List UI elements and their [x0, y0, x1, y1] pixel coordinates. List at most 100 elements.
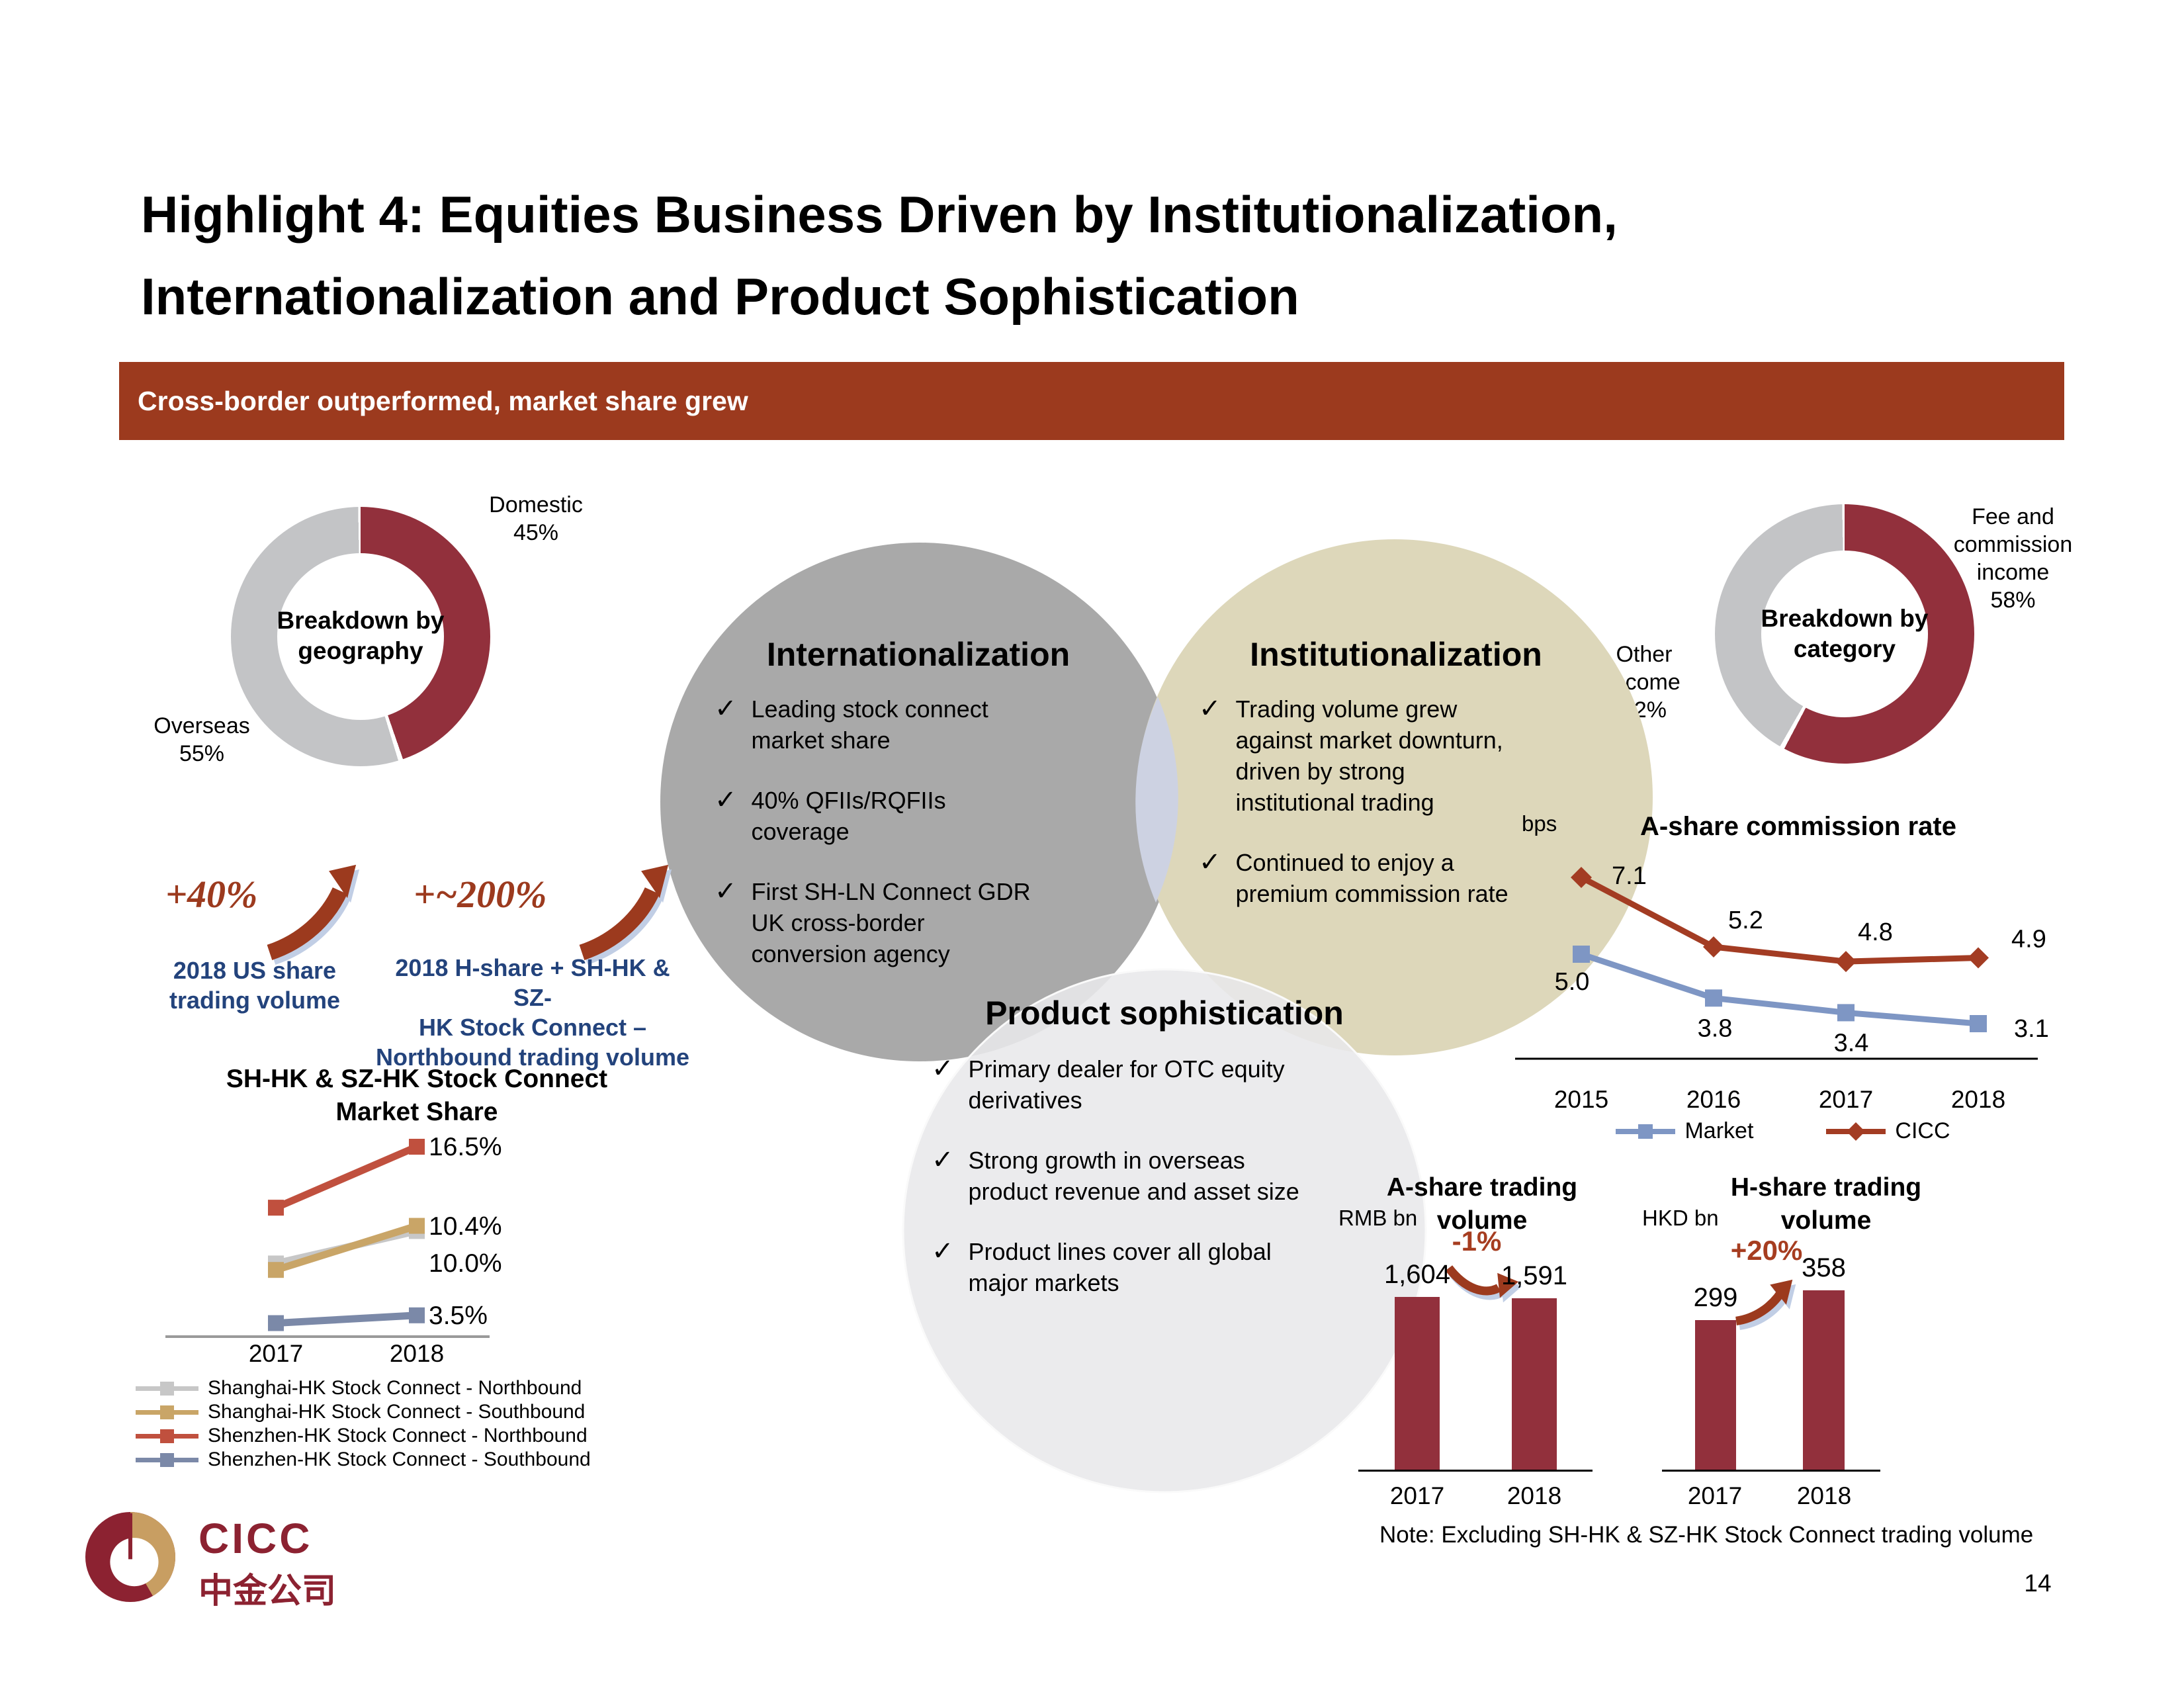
svg-text:10.0%: 10.0% [429, 1249, 502, 1278]
a-share-bar-chart: 1,604 1,591 [1358, 1251, 1593, 1472]
donut-geography-overseas-label: Overseas 55% [153, 713, 250, 766]
a-share-change-label: -1% [1452, 1225, 1502, 1257]
venn-diagram [660, 539, 1653, 1493]
bar-value-label: 1,591 [1501, 1261, 1568, 1290]
donut-geography-center-label: Breakdown by geography [277, 607, 445, 664]
venn-overlap-lens [1135, 697, 1178, 903]
commission-unit-label: bps [1522, 811, 1557, 836]
bar-value-label: 1,604 [1383, 1260, 1451, 1289]
legend-label: Shanghai-HK Stock Connect - Southbound [208, 1401, 586, 1423]
a-share-year-2018: 2018 [1507, 1482, 1562, 1509]
page-number: 14 [2024, 1570, 2052, 1597]
section-banner-text: Cross-border outperformed, market share … [138, 385, 748, 416]
callout-label-us: 2018 US share trading volume [169, 957, 341, 1014]
growth-arrow-icon [579, 864, 669, 960]
venn-bullet-text: 40% QFIIs/RQFIIs coverage [751, 787, 946, 845]
legend-line-swatch-icon [136, 1382, 198, 1396]
h-share-change-label: +20% [1730, 1235, 1803, 1266]
donut-hole [277, 553, 444, 720]
venn-bullet-text: Trading volume grew against market downt… [1235, 695, 1503, 816]
svg-text:2018: 2018 [1951, 1086, 2005, 1113]
svg-text:4.8: 4.8 [1858, 918, 1893, 946]
callout-pct-us: +40% [165, 873, 258, 916]
venn-bullet: ✓ Trading volume grew against market down… [1199, 693, 1622, 818]
venn-circle-internationalization [660, 543, 1179, 1061]
legend-item: Shanghai-HK Stock Connect - Northbound [136, 1376, 591, 1400]
commission-chart-title: A-share commission rate [1640, 812, 1956, 841]
svg-text:5.2: 5.2 [1728, 907, 1763, 934]
svg-text:3.8: 3.8 [1698, 1014, 1733, 1042]
venn-bullet-text: Strong growth in overseas product revenu… [968, 1147, 1299, 1205]
svg-text:2017: 2017 [1819, 1086, 1873, 1113]
footnote: Note: Excluding SH-HK & SZ-HK Stock Conn… [1379, 1522, 2034, 1548]
checkmark-icon: ✓ [1199, 694, 1221, 723]
venn-bullet: ✓ Leading stock connect market share [715, 693, 1125, 756]
bar-value-label: 299 [1693, 1283, 1738, 1312]
donut-chart-category [1715, 504, 1974, 764]
h-share-bar-chart: 299 358 [1662, 1251, 1880, 1472]
decline-arrow-icon [1446, 1265, 1519, 1298]
h-share-bar-chart-title: H-share trading volume [1730, 1173, 1922, 1235]
logo-text: CICC [198, 1515, 313, 1562]
a-share-year-2017: 2017 [1389, 1482, 1445, 1509]
venn-bullet-text: First SH-LN Connect GDR UK cross-border … [751, 878, 1031, 967]
legend-item: Shanghai-HK Stock Connect - Southbound [136, 1400, 591, 1424]
venn-bullet-text: Continued to enjoy a premium commission … [1235, 849, 1508, 907]
svg-text:2016: 2016 [1686, 1086, 1741, 1113]
donut-geography-domestic-label: Domestic 45% [489, 492, 583, 545]
bar-value-label: 358 [1802, 1253, 1846, 1282]
bar [1695, 1320, 1736, 1470]
venn-bullet-text: Primary dealer for OTC equity derivative… [968, 1055, 1285, 1114]
donut-hole [1761, 551, 1928, 717]
checkmark-icon: ✓ [932, 1237, 954, 1266]
svg-text:3.1: 3.1 [2014, 1015, 2049, 1043]
legend-line-swatch-icon [1826, 1122, 1886, 1141]
checkmark-icon: ✓ [715, 877, 737, 906]
svg-text:10.4%: 10.4% [429, 1212, 502, 1241]
callout-pct-hshare: +~200% [414, 873, 547, 916]
donut-chart-geography [231, 507, 490, 766]
venn-bullets-internationalization: ✓ Leading stock connect market share ✓ 40% … [715, 693, 1125, 999]
venn-bullet-text: Product lines cover all global major mar… [968, 1238, 1272, 1296]
h-share-unit-label: HKD bn [1642, 1206, 1719, 1230]
callout-label-hshare: 2018 H-share + SH-HK & SZ- HK Stock Conn… [376, 954, 689, 1071]
svg-text:3.4: 3.4 [1834, 1029, 1869, 1057]
legend-label: Shenzhen-HK Stock Connect - Southbound [208, 1448, 591, 1470]
checkmark-icon: ✓ [932, 1145, 954, 1175]
growth-arrow-icon [1735, 1279, 1793, 1325]
legend-label: CICC [1895, 1118, 1950, 1143]
a-share-bar-chart-title: A-share trading volume [1386, 1173, 1578, 1235]
venn-title-product-sophistication: Product sophistication [985, 995, 1344, 1032]
legend-item: CICC [1826, 1118, 1950, 1144]
bar [1803, 1290, 1845, 1470]
donut-category-center-label: Breakdown by category [1761, 605, 1929, 662]
venn-bullet: ✓ 40% QFIIs/RQFIIs coverage [715, 785, 1125, 847]
venn-bullet: ✓ First SH-LN Connect GDR UK cross-border… [715, 876, 1125, 969]
cicc-logo-icon [85, 1512, 176, 1602]
market-share-line-chart: 2017 2018 10.0% 10.4% 16.5% 3.5% [165, 1133, 502, 1367]
venn-circle-institutionalization [1137, 539, 1653, 1055]
venn-bullet: ✓ Continued to enjoy a premium commission… [1199, 847, 1622, 909]
svg-text:4.9: 4.9 [2011, 926, 2046, 954]
venn-bullet: ✓ Product lines cover all global major ma… [932, 1236, 1395, 1298]
venn-circle-product-sophistication [902, 968, 1427, 1493]
venn-title-institutionalization: Institutionalization [1250, 636, 1542, 673]
venn-bullet: ✓ Primary dealer for OTC equity derivativ… [932, 1053, 1395, 1116]
market-share-legend: Shanghai-HK Stock Connect - Northbound Sh… [136, 1376, 591, 1472]
h-share-year-2017: 2017 [1687, 1482, 1743, 1509]
venn-bullet: ✓ Strong growth in overseas product reven… [932, 1145, 1395, 1207]
venn-title-internationalization: Internationalization [766, 636, 1070, 673]
venn-bullets-institutionalization: ✓ Trading volume grew against market down… [1199, 693, 1622, 938]
checkmark-icon: ✓ [715, 694, 737, 723]
checkmark-icon: ✓ [715, 785, 737, 815]
legend-line-swatch-icon [136, 1405, 198, 1419]
venn-bullets-product-sophistication: ✓ Primary dealer for OTC equity derivativ… [932, 1053, 1395, 1327]
checkmark-icon: ✓ [1199, 848, 1221, 877]
a-share-unit-label: RMB bn [1338, 1206, 1418, 1230]
growth-arrow-icon [267, 864, 357, 960]
commission-legend: Market CICC [1515, 1118, 2051, 1144]
svg-text:16.5%: 16.5% [429, 1133, 502, 1161]
legend-item: Shenzhen-HK Stock Connect - Southbound [136, 1448, 591, 1472]
legend-label: Shanghai-HK Stock Connect - Northbound [208, 1377, 582, 1399]
